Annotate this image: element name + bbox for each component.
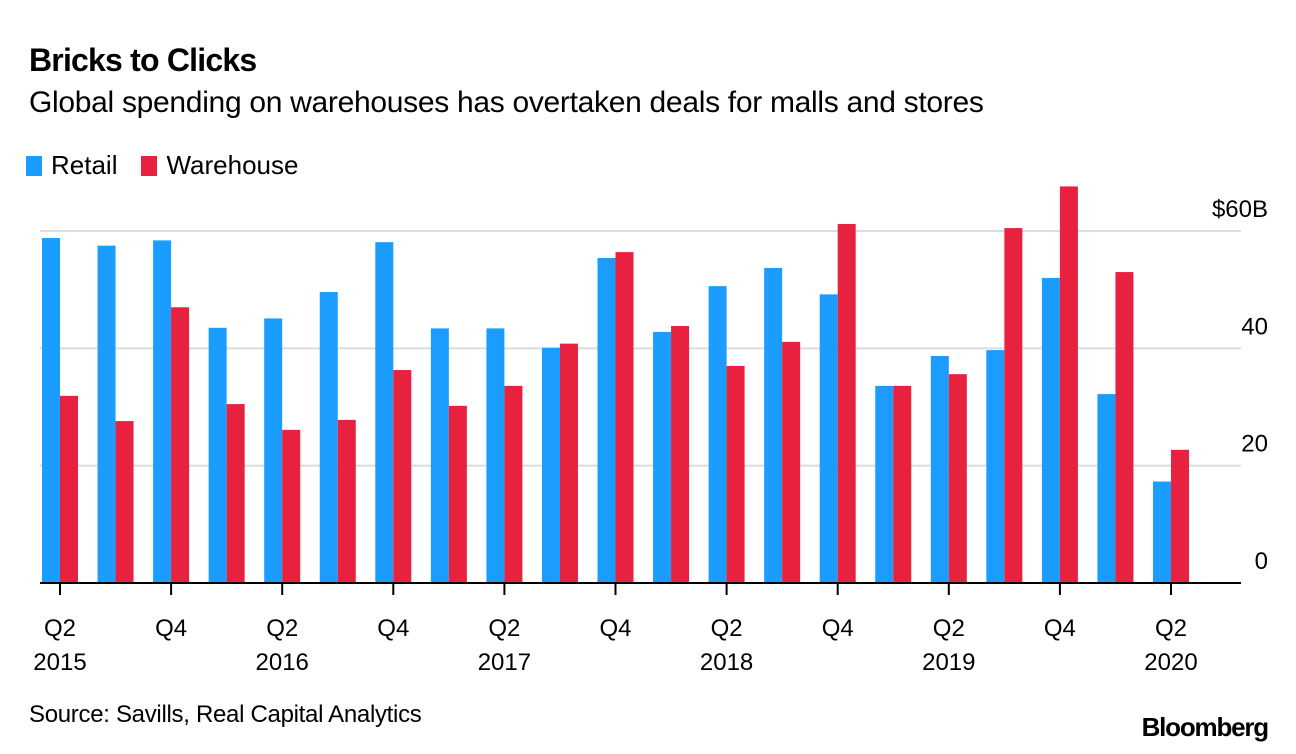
x-tick-label-quarter: Q4 — [377, 615, 409, 642]
bar-warehouse — [948, 374, 967, 583]
bar-retail — [986, 350, 1005, 583]
legend-label-retail: Retail — [51, 150, 118, 180]
bar-warehouse — [671, 326, 690, 583]
bar-warehouse — [226, 404, 245, 583]
x-tick-label-quarter: Q2 — [1155, 615, 1187, 642]
bar-retail — [875, 385, 894, 583]
bar-warehouse — [337, 419, 356, 583]
x-tick-label-quarter: Q4 — [822, 615, 854, 642]
x-tick-label-year: 2016 — [256, 649, 309, 676]
bars — [42, 186, 1189, 584]
chart-title: Bricks to Clicks — [29, 42, 257, 78]
bar-warehouse — [782, 341, 801, 583]
x-tick-label-year: 2019 — [922, 649, 975, 676]
bar-warehouse — [115, 421, 134, 583]
y-tick-label: 20 — [1241, 431, 1268, 458]
bar-warehouse — [1115, 272, 1134, 583]
bar-warehouse — [448, 405, 467, 583]
bar-retail — [764, 267, 783, 583]
y-axis: 0 20 40 $60B — [1212, 196, 1268, 575]
x-tick-label-quarter: Q4 — [1044, 615, 1076, 642]
bar-retail — [930, 355, 949, 583]
x-tick-label-quarter: Q2 — [44, 615, 76, 642]
bar-retail — [541, 347, 560, 583]
bar-retail — [1153, 481, 1171, 583]
bar-warehouse — [60, 395, 78, 583]
bar-warehouse — [1171, 449, 1189, 583]
legend: Retail Warehouse — [26, 150, 322, 181]
bar-retail — [430, 328, 449, 583]
chart-subtitle: Global spending on warehouses has overta… — [29, 86, 984, 119]
bar-retail — [42, 238, 60, 584]
x-tick-label-quarter: Q4 — [599, 615, 631, 642]
bar-retail — [97, 245, 116, 583]
y-tick-label: 0 — [1255, 548, 1268, 575]
bar-retail — [1041, 277, 1060, 583]
x-tick-label-year: 2017 — [478, 649, 531, 676]
y-tick-label: 40 — [1241, 313, 1268, 340]
x-tick-label-quarter: Q2 — [711, 615, 743, 642]
legend-item-retail: Retail — [26, 150, 117, 181]
y-tick-label: $60B — [1212, 196, 1268, 223]
x-tick-label-quarter: Q2 — [933, 615, 965, 642]
bar-retail — [708, 286, 727, 583]
bar-retail — [375, 242, 394, 583]
bar-retail — [153, 240, 172, 584]
bar-warehouse — [615, 252, 634, 583]
bar-warehouse — [171, 307, 190, 583]
bar-warehouse — [1059, 186, 1078, 583]
x-tick-label-year: 2018 — [700, 649, 753, 676]
x-tick-label-year: 2015 — [33, 649, 86, 676]
bar-warehouse — [504, 385, 523, 583]
legend-swatch-retail — [26, 155, 42, 176]
x-tick-labels: Q2 2015 Q4 Q2 2016 Q4 Q2 2017 Q4 Q2 2018 Q4 Q2 2019 Q4… — [33, 615, 1197, 676]
x-axis — [40, 582, 1241, 595]
legend-label-warehouse: Warehouse — [166, 150, 299, 180]
x-tick-label-quarter: Q4 — [155, 615, 187, 642]
bar-warehouse — [893, 385, 912, 583]
x-tick-label-quarter: Q2 — [266, 615, 298, 642]
bar-retail — [653, 331, 672, 583]
x-tick-label-year: 2020 — [1144, 649, 1197, 676]
bar-retail — [819, 294, 838, 583]
legend-item-warehouse: Warehouse — [141, 150, 298, 181]
bar-retail — [319, 292, 338, 583]
bar-retail — [597, 257, 616, 583]
source-note: Source: Savills, Real Capital Analytics — [29, 701, 422, 728]
bar-warehouse — [837, 223, 856, 583]
bar-warehouse — [726, 365, 745, 583]
bloomberg-logo: Bloomberg — [1141, 712, 1270, 742]
bar-retail — [264, 318, 283, 583]
bar-warehouse — [559, 343, 578, 583]
bar-warehouse — [1004, 228, 1023, 584]
bar-warehouse — [282, 429, 301, 583]
bar-retail — [486, 328, 505, 583]
bar-retail — [208, 327, 227, 583]
bar-warehouse — [393, 370, 412, 583]
legend-swatch-warehouse — [141, 155, 158, 176]
bar-retail — [1097, 394, 1116, 583]
x-tick-label-quarter: Q2 — [488, 615, 520, 642]
